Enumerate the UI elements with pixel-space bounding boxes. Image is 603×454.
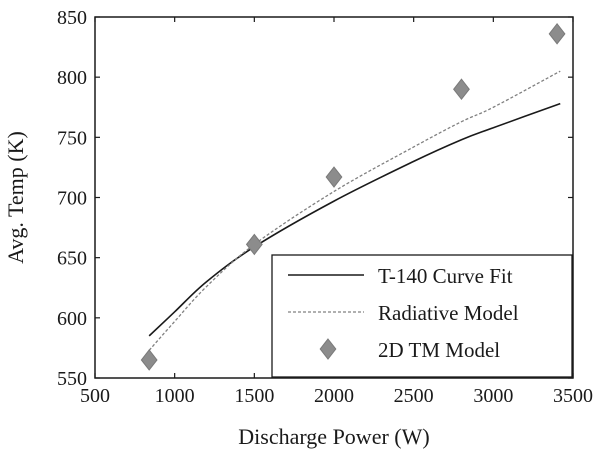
- series-line-0: [148, 102, 561, 337]
- plot-area: [140, 23, 566, 371]
- x-tick-label: 3000: [473, 385, 513, 407]
- x-tick-label: 500: [80, 385, 110, 407]
- series-line-1: [148, 70, 561, 351]
- y-tick-label: 650: [57, 248, 87, 270]
- x-tick-label: 3500: [553, 385, 593, 407]
- data-point: [453, 78, 470, 101]
- data-point: [140, 349, 158, 371]
- x-axis-label: Discharge Power (W): [238, 424, 429, 449]
- y-tick-label: 700: [57, 188, 87, 210]
- legend-label-0: T-140 Curve Fit: [378, 264, 513, 288]
- x-tick-label: 1500: [234, 385, 274, 407]
- x-tick-label: 2000: [314, 385, 354, 407]
- data-point: [325, 166, 343, 188]
- y-tick-label: 600: [57, 308, 87, 330]
- legend-label-2: 2D TM Model: [378, 338, 500, 362]
- data-point: [548, 23, 566, 45]
- legend-label-1: Radiative Model: [378, 301, 519, 325]
- x-tick-label: 1000: [155, 385, 195, 407]
- y-tick-label: 850: [57, 7, 87, 29]
- y-axis-label: Avg. Temp (K): [3, 131, 28, 264]
- y-tick-label: 750: [57, 127, 87, 149]
- legend: T-140 Curve Fit Radiative Model 2D TM Mode…: [271, 254, 573, 378]
- y-tick-label: 550: [57, 368, 87, 390]
- x-tick-label: 2500: [394, 385, 434, 407]
- axes: 500 1000 1500 2000 2500 3000 3500 550 600 650 700 7…: [3, 7, 593, 449]
- data-point: [245, 233, 263, 256]
- legend-marker-2: [319, 338, 337, 360]
- y-tick-label: 800: [57, 67, 87, 89]
